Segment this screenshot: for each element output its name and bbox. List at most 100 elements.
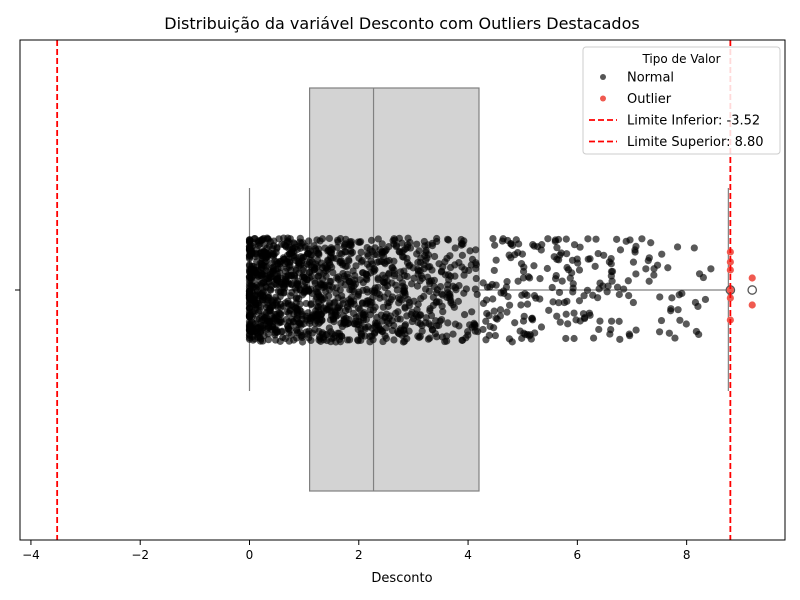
- normal-point: [433, 333, 441, 341]
- normal-point: [644, 257, 652, 265]
- normal-point: [400, 337, 409, 345]
- normal-point: [266, 273, 274, 281]
- x-tick-label: 8: [683, 548, 691, 562]
- normal-point: [512, 236, 520, 244]
- normal-point: [364, 296, 372, 305]
- normal-point: [264, 336, 273, 344]
- normal-point: [313, 310, 322, 318]
- normal-point: [332, 284, 340, 292]
- normal-point: [284, 322, 292, 330]
- normal-point: [537, 323, 546, 331]
- x-tick-label: 4: [464, 548, 472, 562]
- normal-point: [318, 235, 327, 243]
- normal-point: [562, 334, 570, 343]
- normal-point: [378, 240, 386, 248]
- normal-point: [334, 303, 342, 312]
- normal-point: [432, 289, 441, 297]
- normal-point: [354, 337, 362, 345]
- normal-point: [416, 277, 424, 285]
- normal-point: [645, 277, 653, 285]
- normal-point: [492, 256, 500, 264]
- normal-point: [451, 244, 459, 252]
- normal-point: [616, 335, 624, 343]
- normal-point: [444, 236, 453, 244]
- normal-point: [668, 294, 676, 302]
- normal-point: [563, 297, 571, 305]
- normal-point: [274, 259, 282, 267]
- normal-point: [377, 311, 385, 319]
- normal-point: [671, 334, 679, 342]
- normal-point: [248, 249, 256, 257]
- normal-point: [317, 301, 325, 309]
- normal-point: [526, 274, 534, 282]
- normal-point: [536, 275, 544, 283]
- normal-point: [624, 277, 632, 285]
- normal-point: [313, 236, 321, 244]
- normal-point: [345, 240, 353, 249]
- normal-point: [356, 276, 364, 284]
- normal-point: [323, 306, 331, 314]
- normal-point: [656, 293, 664, 301]
- normal-point: [245, 297, 254, 305]
- normal-point: [288, 301, 296, 309]
- normal-point: [270, 265, 278, 273]
- normal-point: [428, 266, 436, 274]
- normal-point: [315, 250, 323, 259]
- normal-point: [424, 273, 432, 281]
- normal-point: [321, 294, 329, 302]
- legend-marker: [600, 95, 606, 102]
- normal-point: [256, 303, 265, 311]
- normal-point: [305, 237, 313, 245]
- normal-point: [583, 286, 592, 294]
- normal-point: [523, 300, 532, 308]
- normal-point: [555, 288, 564, 297]
- normal-point: [632, 326, 640, 334]
- normal-point: [363, 276, 371, 284]
- normal-point: [368, 247, 376, 256]
- normal-point: [385, 256, 393, 265]
- normal-point: [520, 312, 528, 320]
- normal-point: [380, 293, 388, 301]
- normal-point: [406, 244, 415, 252]
- normal-point: [444, 271, 452, 279]
- normal-point: [482, 296, 491, 304]
- normal-point: [400, 287, 408, 295]
- normal-point: [451, 261, 459, 269]
- normal-point: [390, 270, 399, 278]
- normal-point: [423, 254, 431, 262]
- x-axis-label: Desconto: [371, 571, 432, 586]
- normal-point: [389, 264, 397, 272]
- normal-point: [408, 280, 416, 288]
- normal-point: [413, 282, 422, 290]
- legend-title: Tipo de Valor: [641, 52, 720, 66]
- normal-point: [444, 319, 452, 327]
- normal-point: [326, 248, 334, 256]
- normal-point: [532, 294, 540, 302]
- normal-point: [368, 260, 376, 268]
- normal-point: [493, 315, 501, 323]
- normal-point: [519, 274, 528, 282]
- normal-point: [363, 285, 371, 294]
- normal-point: [486, 283, 494, 291]
- normal-point: [255, 315, 264, 323]
- normal-point: [390, 336, 398, 344]
- normal-point: [255, 308, 263, 316]
- normal-point: [416, 320, 425, 328]
- normal-point: [304, 330, 312, 338]
- normal-point: [575, 266, 584, 274]
- normal-point: [554, 235, 563, 244]
- normal-point: [562, 235, 570, 243]
- normal-point: [692, 327, 700, 336]
- normal-point: [691, 298, 700, 307]
- normal-point: [673, 243, 682, 251]
- normal-point: [556, 318, 564, 326]
- normal-point: [674, 306, 682, 314]
- normal-point: [650, 265, 658, 273]
- normal-point: [620, 285, 628, 293]
- normal-point: [638, 235, 646, 243]
- normal-point: [396, 274, 404, 282]
- normal-point: [439, 263, 447, 271]
- normal-point: [355, 317, 363, 326]
- normal-point: [505, 335, 514, 343]
